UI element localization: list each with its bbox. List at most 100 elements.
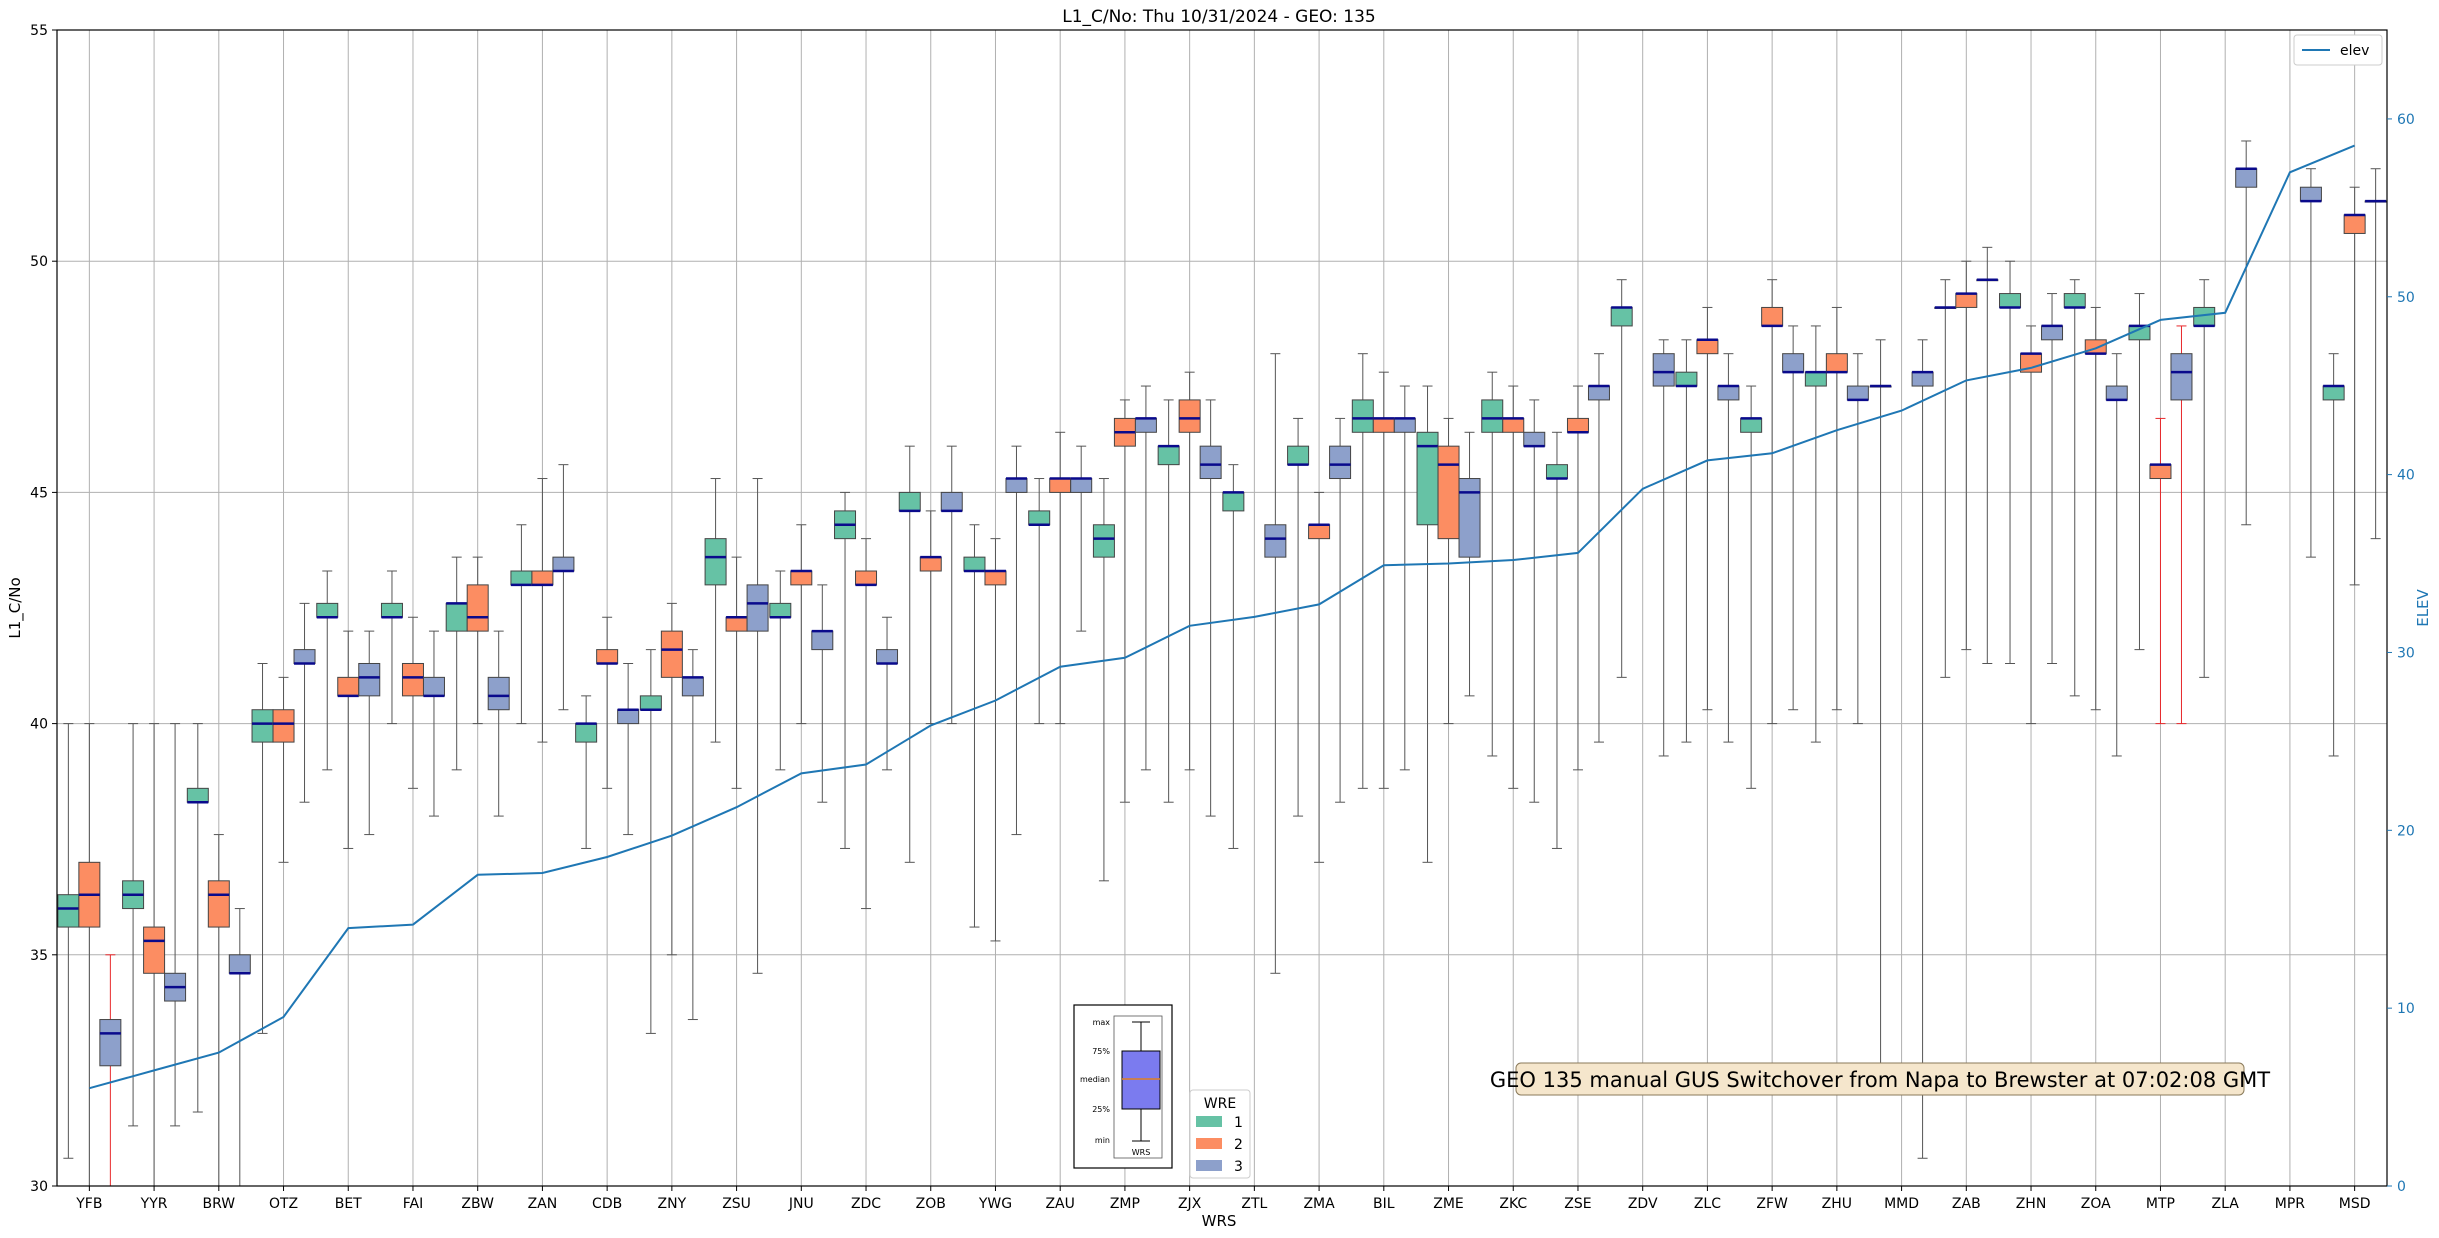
- x-tick-label: CDB: [592, 1196, 622, 1212]
- box-wre-3: [2105, 385, 2128, 401]
- box-layer: [57, 140, 2387, 1187]
- box-wre-3: [681, 676, 704, 697]
- box-key-p25-label: 25%: [1092, 1105, 1110, 1114]
- box-key-median-label: median: [1080, 1075, 1110, 1084]
- box-wre-2: [1372, 417, 1395, 433]
- box-wre-1: [898, 491, 921, 512]
- x-tick-label: ZMA: [1303, 1196, 1335, 1212]
- elev-legend-frame: [2293, 34, 2383, 66]
- box-key-outline: [1113, 1015, 1163, 1159]
- x-tick-label: ZJX: [1178, 1196, 1202, 1212]
- box-wre-3: [1911, 371, 1934, 387]
- box-wre-1: [1804, 371, 1827, 387]
- y2-tick-label: 10: [2397, 1001, 2415, 1017]
- box-wre-3: [1070, 478, 1093, 493]
- y2-tick-label: 0: [2397, 1179, 2406, 1195]
- box-wre-3: [1587, 385, 1610, 401]
- x-tick-label: BIL: [1373, 1196, 1395, 1212]
- box-key-max-label: max: [1093, 1018, 1111, 1027]
- box-wre-3: [422, 676, 445, 697]
- x-axis-title: WRS: [1202, 1212, 1237, 1230]
- box-wre-3: [1846, 385, 1869, 401]
- box-wre-1: [963, 556, 986, 572]
- x-tick-label: ZFW: [1756, 1196, 1788, 1212]
- box-wre-3: [1523, 431, 1546, 447]
- x-tick-label: ZSE: [1564, 1196, 1591, 1212]
- box-wre-3: [358, 662, 381, 697]
- box-wre-3: [1458, 478, 1481, 558]
- y-axis-title: L1_C/No: [6, 577, 25, 638]
- x-tick-label: ZAN: [528, 1196, 558, 1212]
- box-wre-1: [769, 602, 792, 618]
- x-tick-label: MMD: [1884, 1196, 1919, 1212]
- box-wre-2: [919, 556, 942, 572]
- box-wre-1: [380, 602, 403, 618]
- wre-legend-swatch-2: [1196, 1138, 1222, 1149]
- x-tick-label: ZHU: [1822, 1196, 1852, 1212]
- y-tick-label: 55: [30, 23, 48, 39]
- box-wre-3: [1782, 353, 1805, 373]
- box-wre-2: [272, 709, 295, 743]
- box-wre-2: [466, 584, 489, 632]
- box-key-inset: max 75% median 25% min WRS: [1073, 1004, 1173, 1169]
- box-wre-1: [57, 894, 80, 928]
- x-tick-label: MPR: [2275, 1196, 2306, 1212]
- x-tick-label: MSD: [2339, 1196, 2371, 1212]
- elev-line: [89, 144, 2355, 1090]
- box-wre-3: [1717, 385, 1740, 401]
- box-wre-2: [1761, 306, 1784, 327]
- x-tick-label: ZOA: [2081, 1196, 2111, 1212]
- x-tick-label: OTZ: [269, 1196, 298, 1212]
- box-wre-2: [855, 570, 878, 586]
- elev-legend: elev: [2293, 34, 2383, 66]
- y-tick-label: 35: [30, 948, 48, 964]
- box-wre-2: [1178, 399, 1201, 433]
- x-tick-label: ZDC: [851, 1196, 881, 1212]
- box-wre-3: [1005, 478, 1028, 493]
- box-wre-3: [1134, 417, 1157, 433]
- box-wre-3: [2041, 325, 2064, 341]
- box-wre-1: [1481, 399, 1504, 433]
- x-tick-label: YYR: [140, 1196, 168, 1212]
- box-wre-1: [1028, 510, 1051, 526]
- wre-legend: WRE 1 2 3: [1189, 1089, 1251, 1179]
- box-wre-1: [1092, 524, 1115, 558]
- x-tick-label: ZAB: [1952, 1196, 1981, 1212]
- box-wre-3: [552, 556, 575, 572]
- box-wre-2: [1308, 524, 1331, 540]
- y2-axis-title: ELEV: [2414, 588, 2432, 626]
- right-y-axis: 0 10 20 30 40 50 60: [2387, 112, 2415, 1195]
- x-tick-label: FAI: [403, 1196, 423, 1212]
- plot-frame: [56, 29, 2388, 1187]
- x-tick-label: MTP: [2146, 1196, 2175, 1212]
- x-tick-label: ZOB: [916, 1196, 946, 1212]
- box-wre-3: [1329, 445, 1352, 480]
- box-wre-2: [143, 926, 166, 974]
- box-wre-2: [401, 662, 424, 697]
- annotation-box: [1515, 1062, 2245, 1096]
- y-tick-label: 50: [30, 254, 48, 270]
- box-wre-3: [1199, 445, 1222, 480]
- box-wre-1: [639, 695, 662, 711]
- y-tick-label: 30: [30, 1179, 48, 1195]
- x-tick-label: YWG: [978, 1196, 1012, 1212]
- box-wre-1: [1351, 399, 1374, 433]
- box-wre-1: [1740, 417, 1763, 433]
- box-wre-3: [2170, 353, 2193, 401]
- box-wre-3: [1264, 524, 1287, 558]
- box-wre-1: [1675, 371, 1698, 387]
- wre-legend-swatch-3: [1196, 1160, 1222, 1171]
- box-wre-1: [1545, 464, 1568, 480]
- box-key-min-label: min: [1095, 1136, 1110, 1145]
- box-wre-2: [2149, 464, 2172, 480]
- x-tick-label: BET: [335, 1196, 362, 1212]
- box-wre-2: [1437, 445, 1460, 540]
- grid-layer: [57, 30, 2387, 1186]
- box-wre-2: [984, 570, 1007, 586]
- box-wre-1: [1610, 306, 1633, 327]
- box-wre-1: [251, 709, 274, 743]
- wre-legend-label-2: 2: [1234, 1137, 1243, 1153]
- wre-legend-title: WRE: [1204, 1096, 1236, 1112]
- box-wre-2: [1502, 417, 1525, 433]
- box-wre-2: [596, 649, 619, 664]
